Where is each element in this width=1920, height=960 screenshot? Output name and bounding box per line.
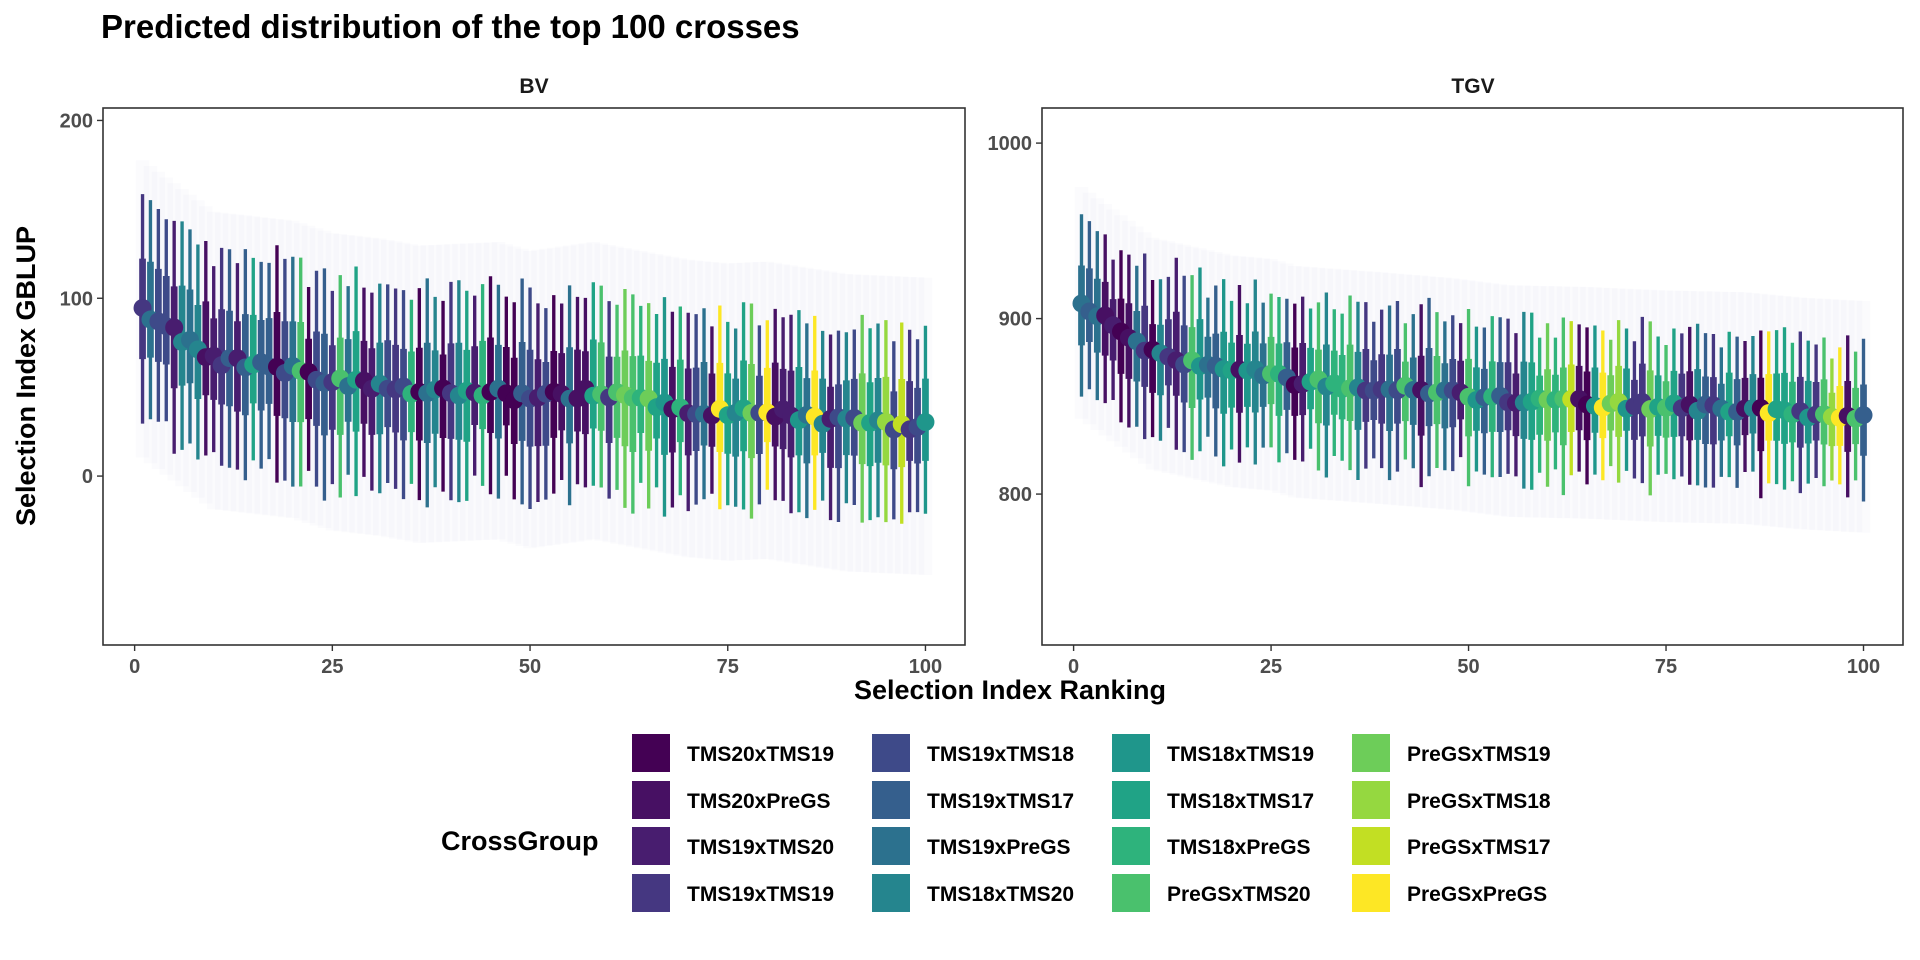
legend-label: TMS18xTMS17	[1167, 790, 1314, 813]
legend-label: TMS19xPreGS	[927, 836, 1071, 859]
legend-swatch	[872, 874, 910, 912]
plot-area	[1072, 214, 1873, 502]
facet-strip-label: BV	[519, 75, 548, 98]
mean-point	[1854, 406, 1873, 425]
legend-label: TMS19xTMS19	[687, 883, 834, 906]
panel-border	[1041, 107, 1904, 646]
legend-swatch	[872, 827, 910, 865]
legend-swatch	[632, 781, 670, 819]
chart-title: Predicted distribution of the top 100 cr…	[101, 8, 800, 45]
x-tick-label: 25	[1260, 656, 1282, 678]
legend-swatch	[1112, 781, 1150, 819]
legend-label: TMS18xPreGS	[1167, 836, 1311, 859]
legend-swatch	[632, 734, 670, 772]
y-tick-label: 1000	[988, 133, 1033, 155]
legend-swatch	[872, 781, 910, 819]
y-tick-label: 900	[999, 309, 1032, 331]
x-tick-label: 50	[519, 656, 541, 678]
facet-panel-tgv: TGV 800 900 1000 0 25 50 75 100	[988, 75, 1904, 678]
legend-label: TMS20xPreGS	[687, 790, 831, 813]
legend-label: PreGSxTMS19	[1407, 743, 1551, 766]
x-axis-ticks: 0 25 50 75 100	[1068, 645, 1880, 678]
y-axis-ticks: 0 100 200	[60, 110, 103, 488]
panel-border	[102, 107, 966, 646]
legend-label: TMS18xTMS19	[1167, 743, 1314, 766]
facet-strip-label: TGV	[1451, 75, 1494, 98]
legend-swatch	[1352, 781, 1390, 819]
x-tick-label: 0	[1068, 656, 1079, 678]
legend-label: PreGSxPreGS	[1407, 883, 1547, 906]
legend-label: TMS18xTMS20	[927, 883, 1074, 906]
legend-label: PreGSxTMS20	[1167, 883, 1311, 906]
facet-panel-bv: BV 0 100 200 0 25 50 75 100	[60, 75, 966, 678]
x-axis-title: Selection Index Ranking	[854, 675, 1166, 705]
y-axis-title: Selection Index GBLUP	[11, 226, 41, 526]
legend-swatch	[1352, 734, 1390, 772]
legend-swatch	[632, 827, 670, 865]
legend-label: TMS19xTMS18	[927, 743, 1074, 766]
legend-label: TMS19xTMS20	[687, 836, 834, 859]
x-tick-label: 100	[1847, 656, 1880, 678]
x-axis-ticks: 0 25 50 75 100	[129, 645, 942, 678]
x-tick-label: 75	[717, 656, 739, 678]
x-tick-label: 50	[1457, 656, 1479, 678]
legend-label: TMS20xTMS19	[687, 743, 834, 766]
legend-swatch	[872, 734, 910, 772]
legend-title: CrossGroup	[441, 826, 599, 856]
legend-label: PreGSxTMS18	[1407, 790, 1551, 813]
x-tick-label: 0	[129, 656, 140, 678]
y-tick-label: 100	[60, 288, 93, 310]
y-axis-ticks: 800 900 1000	[988, 133, 1042, 506]
plot-area	[133, 194, 935, 524]
x-tick-label: 100	[909, 656, 942, 678]
legend-swatch	[1112, 827, 1150, 865]
y-tick-label: 0	[82, 466, 93, 488]
mean-point	[165, 318, 184, 337]
x-tick-label: 75	[1655, 656, 1677, 678]
legend-label: PreGSxTMS17	[1407, 836, 1551, 859]
legend-swatch	[1352, 827, 1390, 865]
x-tick-label: 25	[321, 656, 343, 678]
y-tick-label: 800	[999, 484, 1032, 506]
mean-point	[916, 413, 935, 432]
legend-swatch	[1352, 874, 1390, 912]
legend-swatch	[632, 874, 670, 912]
legend: CrossGroup TMS20xTMS19 TMS20xPreGS TMS19xT…	[441, 734, 1551, 912]
legend-swatch	[1112, 734, 1150, 772]
y-tick-label: 200	[60, 110, 93, 132]
legend-swatch	[1112, 874, 1150, 912]
legend-label: TMS19xTMS17	[927, 790, 1074, 813]
